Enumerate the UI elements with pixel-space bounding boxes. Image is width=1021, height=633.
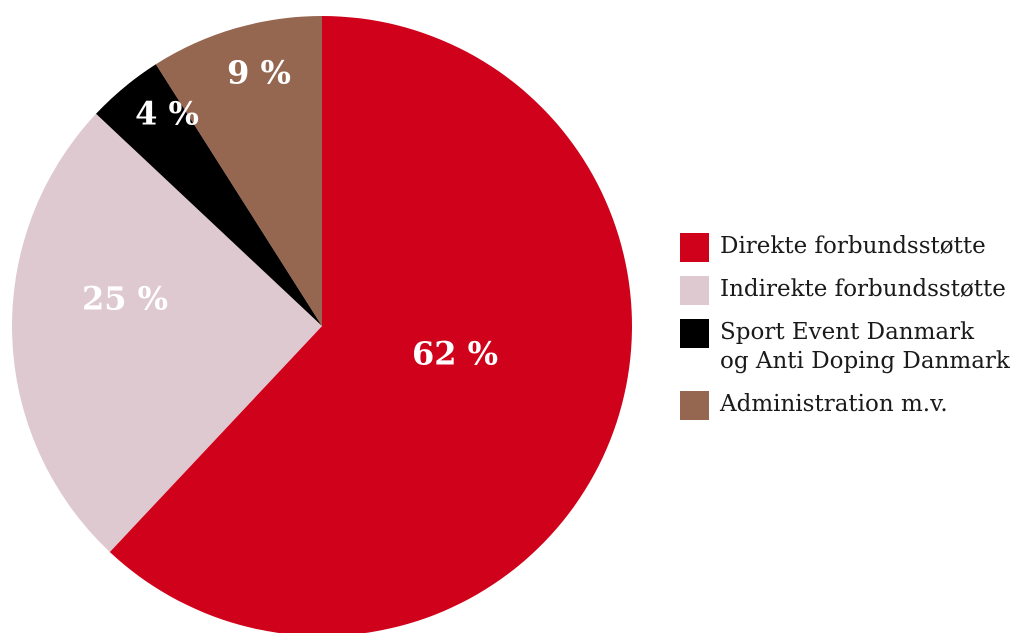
slice-label-4: 9 % [227,54,291,92]
legend-swatch [680,233,709,262]
legend-swatch [680,276,709,305]
pie-chart: 62 % 25 % 4 % 9 % [11,16,632,633]
legend-item: Direkte forbundsstøtte [680,232,1015,262]
slice-label-3: 4 % [135,95,199,133]
slice-label-1: 62 % [412,335,498,373]
legend-label: og Anti Doping Danmark [720,348,1010,374]
slice-label-2: 25 % [82,280,168,318]
legend-item: Indirekte forbundsstøtte [680,275,1015,305]
legend-swatch [680,391,709,420]
pie-slice-1 [109,16,632,633]
pie-slice-4 [155,16,322,326]
legend-item: Administration m.v. [680,390,1015,420]
legend-item: Sport Event Danmark og Anti Doping Danmar… [680,318,1015,376]
pie-slice-2 [11,113,322,552]
legend-label: Indirekte forbundsstøtte [720,276,1006,302]
legend: Direkte forbundsstøtte Indirekte forbunds… [680,232,1015,433]
legend-label: Sport Event Danmark [720,319,975,345]
pie-slice-3 [96,64,323,326]
legend-label: Administration m.v. [720,391,948,417]
legend-label: Direkte forbundsstøtte [720,233,986,259]
legend-swatch [680,319,709,348]
